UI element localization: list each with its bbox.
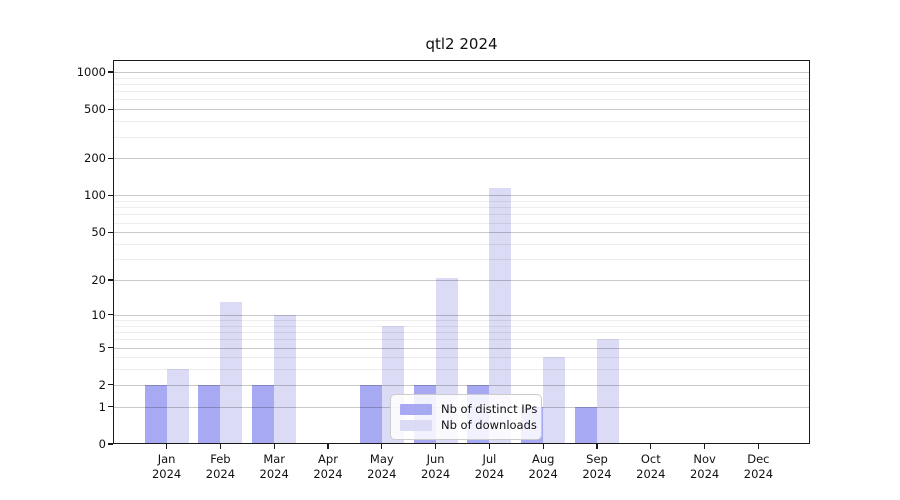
bar-distinct-ips-feb <box>198 384 221 444</box>
minor-gridline-3 <box>114 369 809 371</box>
y-tick-mark-10 <box>108 314 113 316</box>
x-tick-label-mar: Mar 2024 <box>259 452 289 481</box>
legend-swatch-downloads <box>400 419 432 431</box>
y-tick-label-5: 5 <box>98 340 106 355</box>
x-tick-label-apr: Apr 2024 <box>313 452 343 481</box>
minor-gridline-700 <box>114 91 809 93</box>
x-tick-mark-oct <box>650 444 652 449</box>
y-tick-mark-5 <box>108 346 113 349</box>
y-tick-label-200: 200 <box>84 151 106 166</box>
minor-gridline-90 <box>114 201 809 203</box>
x-tick-mark-feb <box>219 444 221 449</box>
y-tick-label-100: 100 <box>84 188 106 203</box>
y-tick-label-50: 50 <box>91 225 106 240</box>
bar-downloads-jul <box>489 188 512 444</box>
major-gridline-5 <box>114 347 809 349</box>
x-tick-mark-mar <box>273 444 275 449</box>
bar-distinct-ips-mar <box>252 384 275 444</box>
minor-gridline-60 <box>114 222 809 224</box>
major-gridline-100 <box>114 195 809 197</box>
minor-gridline-6 <box>114 339 809 341</box>
legend-entry-distinct-ips: Nb of distinct IPs <box>400 401 537 417</box>
legend-label-downloads: Nb of downloads <box>441 418 537 432</box>
y-tick-label-2: 2 <box>98 377 106 392</box>
x-tick-mark-dec <box>757 444 759 449</box>
bar-downloads-sep <box>597 339 619 444</box>
legend: Nb of distinct IPs Nb of downloads <box>390 394 542 440</box>
x-tick-label-dec: Dec 2024 <box>743 452 774 481</box>
bar-downloads-feb <box>220 301 243 444</box>
x-tick-label-aug: Aug 2024 <box>528 452 558 481</box>
major-gridline-1000 <box>114 71 809 73</box>
y-tick-mark-1000 <box>108 71 113 73</box>
major-gridline-200 <box>114 158 809 160</box>
minor-gridline-900 <box>114 77 809 79</box>
x-tick-mark-may <box>381 444 383 449</box>
major-gridline-50 <box>114 232 809 234</box>
y-tick-mark-1 <box>108 406 113 408</box>
minor-gridline-9 <box>114 320 809 321</box>
y-tick-label-1: 1 <box>98 399 106 414</box>
bar-distinct-ips-sep <box>575 406 597 444</box>
x-tick-mark-apr <box>327 444 329 449</box>
major-gridline-20 <box>114 280 809 282</box>
x-tick-mark-aug <box>542 444 544 449</box>
y-tick-mark-200 <box>108 157 113 159</box>
x-tick-label-may: May 2024 <box>367 452 397 481</box>
x-tick-mark-jan <box>166 444 168 449</box>
legend-swatch-distinct-ips <box>400 403 432 415</box>
minor-gridline-800 <box>114 83 809 85</box>
major-gridline-500 <box>114 109 809 111</box>
bar-distinct-ips-may <box>359 384 382 444</box>
y-tick-label-10: 10 <box>91 307 106 322</box>
minor-gridline-7 <box>114 332 809 334</box>
x-tick-mark-sep <box>596 444 598 449</box>
minor-gridline-600 <box>114 99 809 101</box>
x-tick-label-feb: Feb 2024 <box>205 452 236 481</box>
minor-gridline-40 <box>114 244 809 245</box>
bar-downloads-mar <box>274 314 297 444</box>
y-tick-label-20: 20 <box>91 273 106 288</box>
minor-gridline-4 <box>114 357 809 359</box>
minor-gridline-8 <box>114 325 809 327</box>
y-tick-mark-50 <box>108 231 113 233</box>
minor-gridline-400 <box>114 121 809 123</box>
y-tick-mark-500 <box>108 108 113 110</box>
x-tick-label-nov: Nov 2024 <box>689 452 720 481</box>
y-tick-mark-2 <box>108 384 113 386</box>
x-tick-label-jan: Jan 2024 <box>151 452 182 481</box>
legend-entry-downloads: Nb of downloads <box>400 417 537 433</box>
y-tick-mark-0 <box>108 443 113 445</box>
bar-distinct-ips-jan <box>144 384 167 444</box>
bar-downloads-aug <box>543 357 566 444</box>
major-gridline-10 <box>114 314 809 316</box>
x-tick-mark-jul <box>488 444 490 449</box>
y-tick-label-0: 0 <box>98 437 106 451</box>
chart-title: qtl2 2024 <box>425 35 498 53</box>
x-tick-label-oct: Oct 2024 <box>636 452 666 481</box>
y-tick-label-1000: 1000 <box>76 64 106 79</box>
y-tick-mark-20 <box>108 279 113 281</box>
x-tick-mark-nov <box>704 444 706 449</box>
x-tick-label-sep: Sep 2024 <box>582 452 612 481</box>
legend-label-distinct-ips: Nb of distinct IPs <box>441 402 538 416</box>
y-tick-label-500: 500 <box>84 102 106 117</box>
y-tick-mark-100 <box>108 194 113 197</box>
x-tick-label-jun: Jun 2024 <box>420 452 451 481</box>
x-tick-mark-jun <box>435 444 437 449</box>
minor-gridline-70 <box>114 214 809 216</box>
minor-gridline-80 <box>114 207 809 209</box>
x-tick-label-jul: Jul 2024 <box>474 452 505 481</box>
minor-gridline-300 <box>114 136 809 138</box>
minor-gridline-30 <box>114 259 809 261</box>
bar-downloads-jan <box>166 369 189 444</box>
